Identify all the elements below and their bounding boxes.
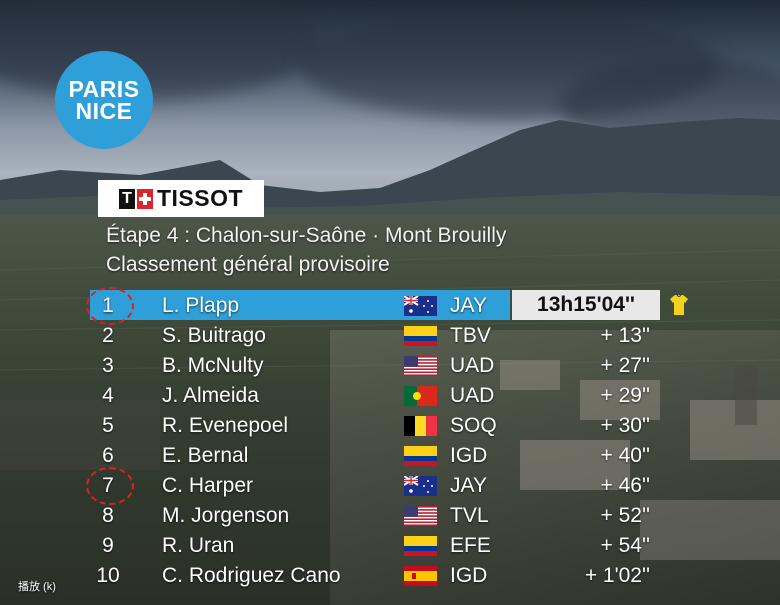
standings-row: 3 B. McNulty UAD bbox=[90, 350, 670, 380]
position: 5 bbox=[102, 414, 114, 437]
team-code: JAY bbox=[450, 294, 487, 317]
rider-name: B. McNulty bbox=[162, 354, 264, 377]
time-gap: + 46'' bbox=[600, 474, 650, 497]
leader-row: 1 L. Plapp JAY bbox=[90, 290, 510, 320]
team-code: UAD bbox=[450, 354, 495, 377]
position: 8 bbox=[102, 504, 114, 527]
australia-flag-icon bbox=[404, 296, 437, 316]
building bbox=[0, 400, 160, 470]
colombia-flag-icon bbox=[404, 536, 437, 556]
tissot-sponsor-badge: T TISSOT bbox=[98, 180, 264, 217]
team-code: IGD bbox=[450, 444, 488, 467]
team-code: UAD bbox=[450, 384, 495, 407]
standings-row: 8 M. Jorgenson TVL bbox=[90, 500, 670, 530]
swiss-cross-icon bbox=[136, 188, 153, 209]
time-gap: + 1'02'' bbox=[584, 564, 650, 587]
building bbox=[500, 360, 560, 390]
team-code: EFE bbox=[450, 534, 491, 557]
tissot-t-mark: T bbox=[118, 188, 135, 209]
colombia-flag-icon bbox=[404, 326, 437, 346]
paris-nice-logo: PARIS NICE bbox=[55, 51, 153, 149]
standings-row: 5 R. Evenepoel SOQ bbox=[90, 410, 670, 440]
building bbox=[520, 440, 630, 490]
usa-flag-icon bbox=[404, 356, 437, 376]
time-gap: + 54'' bbox=[600, 534, 650, 557]
rider-name: M. Jorgenson bbox=[162, 504, 290, 527]
standings-row: 4 J. Almeida UAD bbox=[90, 380, 670, 410]
usa-flag-icon bbox=[404, 506, 437, 526]
team-code: JAY bbox=[450, 474, 487, 497]
time-gap: + 13'' bbox=[600, 324, 650, 347]
highlight-circle bbox=[86, 287, 134, 325]
leader-time: 13h15'04'' bbox=[512, 290, 660, 320]
rider-name: R. Uran bbox=[162, 534, 235, 557]
spain-flag-icon bbox=[404, 566, 437, 586]
stage-title: Étape 4 : Chalon-sur-Saône · Mont Brouil… bbox=[106, 224, 507, 247]
building bbox=[580, 380, 660, 420]
team-code: IGD bbox=[450, 564, 488, 587]
team-code: TBV bbox=[450, 324, 491, 347]
position: 9 bbox=[102, 534, 114, 557]
rider-name: R. Evenepoel bbox=[162, 414, 289, 437]
position: 4 bbox=[102, 384, 114, 407]
rider-name: S. Buitrago bbox=[162, 324, 266, 347]
building bbox=[640, 500, 780, 560]
australia-flag-icon bbox=[404, 476, 437, 496]
position: 6 bbox=[102, 444, 114, 467]
standings-row: 10 C. Rodriguez Cano IGD bbox=[90, 560, 670, 590]
colombia-flag-icon bbox=[404, 446, 437, 466]
play-shortcut-hint: 播放 (k) bbox=[18, 581, 56, 593]
logo-line2: NICE bbox=[75, 98, 133, 124]
church-tower bbox=[735, 365, 757, 425]
rider-name: C. Rodriguez Cano bbox=[162, 564, 341, 587]
team-code: TVL bbox=[450, 504, 489, 527]
portugal-flag-icon bbox=[404, 386, 437, 406]
position: 2 bbox=[102, 324, 114, 347]
highlight-circle bbox=[86, 467, 134, 505]
classification-title: Classement général provisoire bbox=[106, 253, 390, 276]
time-gap: + 27'' bbox=[600, 354, 650, 377]
standings-row: 6 E. Bernal IGD bbox=[90, 440, 670, 470]
standings-row: 9 R. Uran EFE bbox=[90, 530, 670, 560]
rider-name: C. Harper bbox=[162, 474, 254, 497]
time-gap: + 40'' bbox=[600, 444, 650, 467]
standings-row: 7 C. Harper JAY bbox=[90, 470, 670, 500]
position: 10 bbox=[96, 564, 120, 587]
standings-row: 2 S. Buitrago TBV bbox=[90, 320, 670, 350]
time-gap: + 52'' bbox=[600, 504, 650, 527]
rider-name: J. Almeida bbox=[162, 384, 259, 407]
tissot-wordmark: TISSOT bbox=[156, 185, 244, 211]
yellow-jersey-icon bbox=[670, 294, 688, 315]
rider-name: L. Plapp bbox=[162, 294, 240, 317]
rider-name: E. Bernal bbox=[162, 444, 249, 467]
logo-line1: PARIS bbox=[68, 76, 140, 102]
time-gap: + 29'' bbox=[600, 384, 650, 407]
time-gap: + 30'' bbox=[600, 414, 650, 437]
team-code: SOQ bbox=[450, 414, 497, 437]
position: 3 bbox=[102, 354, 114, 377]
belgium-flag-icon bbox=[404, 416, 437, 436]
